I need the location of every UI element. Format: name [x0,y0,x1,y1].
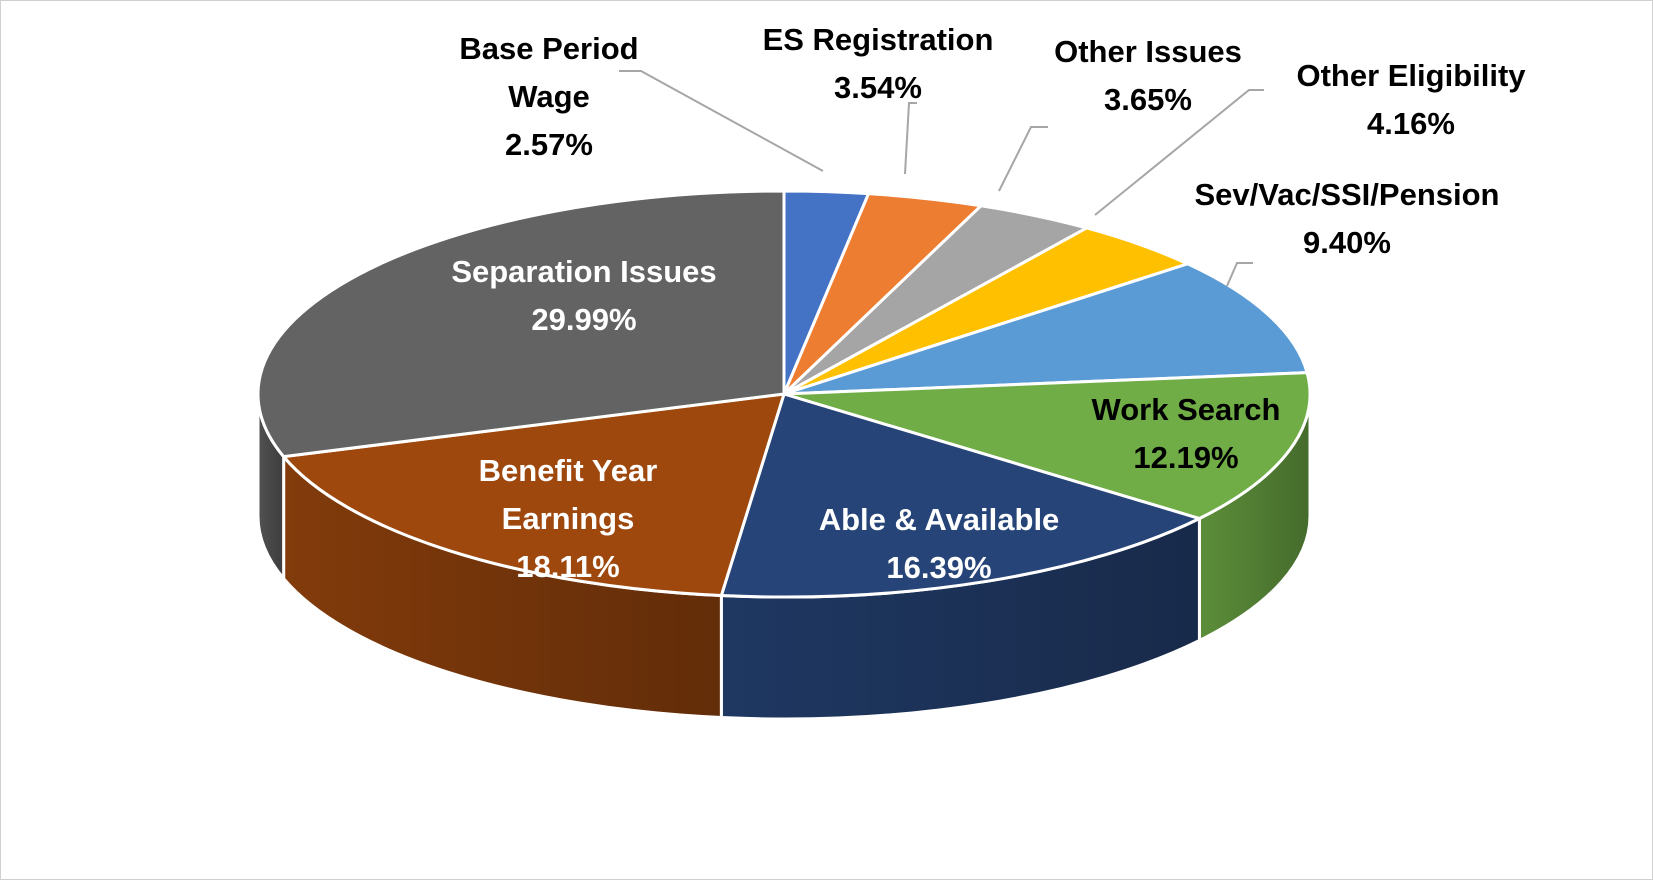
leader-line-es-registration [904,102,917,175]
pie-slice-able-and-available [719,392,1201,599]
leader-line-base-period-wage [619,70,824,172]
data-label-benefit-year-earnings: Benefit Year Earnings 18.11% [479,453,658,584]
pie-slice-sev-vac-ssi-pension [782,262,1309,396]
data-label-other-eligibility: Other Eligibility 4.16% [1296,58,1526,141]
leader-line-other-eligibility [1094,89,1264,216]
data-label-sev-vac-ssi-pension: Sev/Vac/SSI/Pension 9.40% [1195,177,1500,260]
data-label-separation-issues: Separation Issues 29.99% [451,254,716,337]
pie-slice-work-search [782,371,1312,521]
pie-slice-separation-issues [256,189,786,459]
data-label-other-issues: Other Issues 3.65% [1054,34,1242,117]
data-label-able-and-available: Able & Available 16.39% [819,502,1060,585]
data-labels: Base Period Wage 2.57% ES Registration 3.54%… [451,22,1526,585]
leader-lines [619,70,1264,287]
data-label-work-search: Work Search 12.19% [1092,392,1281,475]
leader-line-sev-vac-ssi-pension [1226,262,1253,287]
pie-tops [256,189,1312,599]
pie-slice-benefit-year-earnings [282,392,786,598]
leader-line-other-issues [998,126,1048,192]
data-label-base-period-wage: Base Period Wage 2.57% [459,31,638,162]
data-label-es-registration: ES Registration 3.54% [763,22,994,105]
